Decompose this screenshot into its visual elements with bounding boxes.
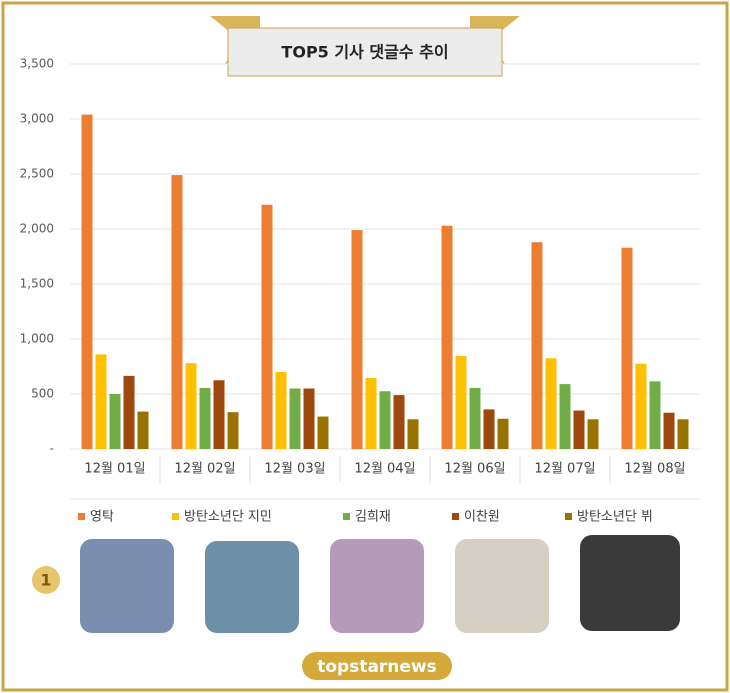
logo: topstarnews: [317, 657, 437, 677]
y-tick-label: 2,000: [20, 222, 54, 236]
bar: [109, 394, 121, 449]
medal: [32, 566, 60, 594]
bar: [677, 419, 689, 449]
y-tick-label: 1,500: [20, 277, 54, 291]
bar: [407, 419, 419, 449]
x-tick-label: 12월 08일: [624, 462, 685, 477]
bar: [497, 418, 509, 449]
bar: [303, 388, 315, 449]
bar: [95, 354, 107, 449]
legend-label: 이찬원: [464, 510, 500, 525]
title-ribbon: [210, 16, 520, 77]
bar: [317, 416, 329, 449]
legend-swatch: [452, 513, 459, 520]
bar: [545, 358, 557, 449]
bar: [483, 409, 495, 449]
legend-label: 영탁: [90, 510, 114, 525]
legend-label: 김희재: [355, 510, 391, 525]
chart-title: TOP5 기사 댓글수 추이: [281, 43, 448, 62]
bar: [213, 380, 225, 449]
bar: [275, 372, 287, 449]
y-tick-label: 2,500: [20, 167, 54, 181]
x-tick-label: 12월 03일: [264, 462, 325, 477]
bar: [663, 412, 675, 449]
y-tick-label: -: [50, 442, 54, 456]
bar: [621, 247, 633, 449]
bar: [365, 378, 377, 449]
legend-swatch: [565, 513, 572, 520]
bar: [393, 395, 405, 449]
bar: [573, 410, 585, 449]
bar: [137, 411, 149, 449]
bar: [227, 412, 239, 449]
x-tick-label: 12월 02일: [174, 462, 235, 477]
bar: [469, 387, 481, 449]
bar: [559, 384, 571, 449]
bar: [123, 375, 135, 449]
legend-label: 방탄소년단 뷔: [577, 510, 653, 525]
bar: [649, 381, 661, 449]
legend-swatch: [172, 513, 179, 520]
bar: [635, 363, 647, 449]
bar: [171, 175, 183, 449]
logo-bg: [302, 652, 452, 680]
x-tick-label: 12월 07일: [534, 462, 595, 477]
bar: [455, 356, 467, 449]
rank: 1: [40, 571, 51, 590]
legend-swatch: [78, 513, 85, 520]
y-tick-label: 1,000: [20, 332, 54, 346]
x-tick-label: 12월 01일: [84, 462, 145, 477]
legend-label: 방탄소년단 지민: [184, 510, 272, 525]
x-tick-label: 12월 06일: [444, 462, 505, 477]
bar: [261, 204, 273, 449]
y-tick-label: 3,000: [20, 112, 54, 126]
y-tick-label: 3,500: [20, 57, 54, 71]
bar: [81, 114, 93, 449]
bar: [379, 391, 391, 449]
photos: [80, 535, 680, 633]
bar: [199, 387, 211, 449]
legend-swatch: [343, 513, 350, 520]
x-tick-label: 12월 04일: [354, 462, 415, 477]
bar: [185, 363, 197, 449]
bar: [351, 230, 363, 449]
y-tick-label: 500: [31, 387, 54, 401]
bar: [587, 419, 599, 449]
bar: [531, 242, 543, 449]
bar: [441, 225, 453, 449]
bar: [289, 388, 301, 449]
